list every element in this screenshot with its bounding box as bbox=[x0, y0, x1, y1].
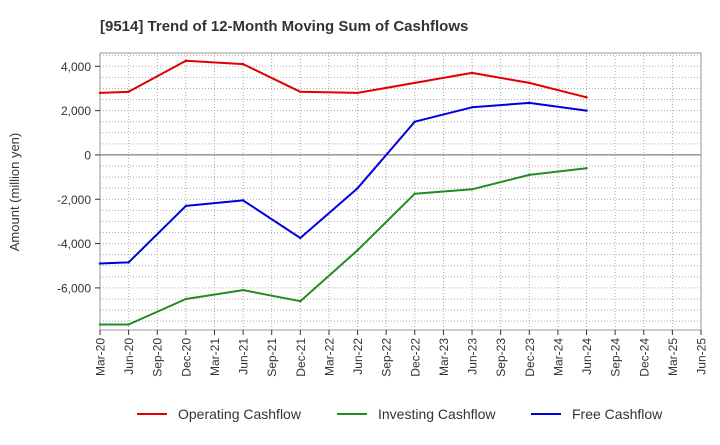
y-axis-label: Amount (million yen) bbox=[7, 133, 22, 252]
legend: Operating Cashflow Investing Cashflow Free… bbox=[137, 406, 663, 422]
x-tick-label: Mar-20 bbox=[94, 338, 108, 376]
data-point bbox=[184, 59, 188, 62]
data-point bbox=[585, 96, 588, 99]
x-tick-label: Jun-22 bbox=[351, 338, 365, 375]
data-point bbox=[127, 323, 130, 326]
data-point bbox=[299, 90, 302, 93]
x-tick-label: Mar-25 bbox=[666, 338, 680, 376]
x-axis-ticks: Mar-20 Jun-20 Sep-20 Dec-20 Mar-21 Jun-21 Sep-… bbox=[94, 330, 709, 377]
data-point bbox=[184, 297, 188, 301]
data-point bbox=[241, 199, 245, 202]
data-point bbox=[299, 236, 302, 240]
data-point bbox=[470, 106, 474, 109]
data-point bbox=[241, 288, 245, 292]
data-point bbox=[413, 81, 417, 85]
x-tick-label: Jun-24 bbox=[580, 338, 594, 375]
data-point bbox=[98, 323, 102, 326]
y-tick-label: -2,000 bbox=[57, 193, 91, 207]
data-point bbox=[413, 120, 417, 123]
data-point bbox=[585, 109, 588, 112]
data-point bbox=[127, 90, 130, 93]
x-tick-label: Dec-21 bbox=[294, 338, 308, 377]
data-point bbox=[413, 192, 417, 195]
series-line-1 bbox=[99, 59, 588, 99]
x-tick-label: Jun-21 bbox=[237, 338, 251, 375]
x-tick-label: Sep-24 bbox=[609, 338, 623, 377]
data-point bbox=[470, 188, 474, 191]
series-line-2 bbox=[99, 167, 588, 326]
data-point bbox=[356, 186, 359, 190]
x-tick-label: Jun-25 bbox=[695, 338, 709, 375]
series-layer bbox=[98, 59, 588, 326]
data-point bbox=[98, 91, 102, 95]
x-tick-label: Dec-24 bbox=[637, 338, 651, 377]
data-point bbox=[528, 81, 531, 85]
x-tick-label: Mar-23 bbox=[437, 338, 451, 376]
x-tick-label: Mar-22 bbox=[322, 338, 336, 376]
legend-label: Investing Cashflow bbox=[378, 406, 496, 422]
data-point bbox=[356, 249, 359, 252]
x-tick-label: Mar-21 bbox=[208, 338, 222, 376]
y-axis-ticks: 4,000 2,000 0 -2,000 -4,000 -6,000 bbox=[57, 60, 100, 295]
data-point bbox=[127, 261, 130, 264]
x-tick-label: Sep-20 bbox=[151, 338, 165, 377]
legend-label: Free Cashflow bbox=[572, 406, 663, 422]
grid-layer bbox=[100, 53, 701, 330]
x-tick-label: Dec-20 bbox=[179, 338, 193, 377]
chart-title: [9514] Trend of 12-Month Moving Sum of C… bbox=[100, 18, 468, 35]
x-tick-label: Sep-23 bbox=[494, 338, 508, 377]
x-tick-label: Dec-23 bbox=[523, 338, 537, 377]
y-tick-label: -4,000 bbox=[57, 237, 91, 251]
x-tick-label: Mar-24 bbox=[551, 338, 565, 376]
data-point bbox=[470, 71, 474, 75]
x-tick-label: Jun-20 bbox=[122, 338, 136, 375]
series-line-3 bbox=[99, 101, 588, 265]
data-point bbox=[585, 167, 588, 170]
x-tick-label: Dec-22 bbox=[408, 338, 422, 377]
data-point bbox=[299, 299, 302, 303]
data-point bbox=[528, 173, 531, 177]
data-point bbox=[184, 204, 188, 208]
data-point bbox=[98, 262, 102, 265]
y-tick-label: -6,000 bbox=[57, 281, 91, 295]
y-tick-label: 0 bbox=[84, 148, 91, 162]
x-tick-label: Sep-22 bbox=[380, 338, 394, 377]
plot-frame bbox=[99, 52, 702, 331]
y-tick-label: 2,000 bbox=[61, 104, 91, 118]
x-tick-label: Jun-23 bbox=[466, 338, 480, 375]
data-point bbox=[528, 101, 531, 105]
x-tick-label: Sep-21 bbox=[265, 338, 279, 377]
legend-label: Operating Cashflow bbox=[178, 406, 302, 422]
y-tick-label: 4,000 bbox=[61, 60, 91, 74]
data-point bbox=[241, 62, 245, 66]
data-point bbox=[356, 91, 359, 95]
